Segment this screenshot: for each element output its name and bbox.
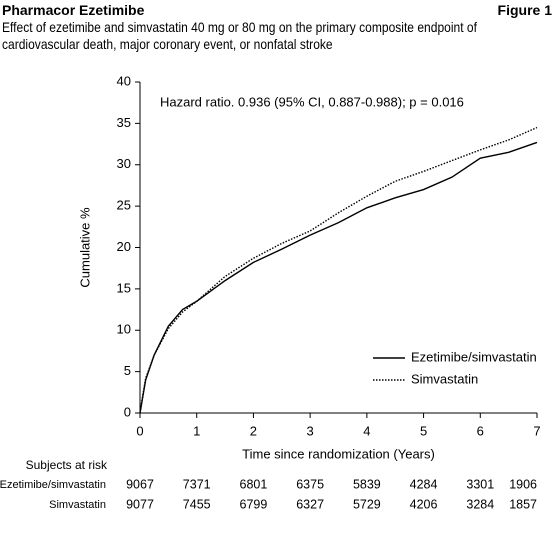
figure-label: Figure 1 [497,2,552,18]
legend-label: Ezetimibe/simvastatin [411,349,537,364]
risk-value: 7371 [183,477,211,491]
risk-value: 9067 [126,477,154,491]
series-line [139,141,538,414]
risk-row-label: Simvastatin [49,499,106,511]
y-tick-label: 20 [117,239,131,254]
risk-value: 3284 [466,497,494,511]
risk-row-label: Ezetimibe/simvastatin [0,479,106,491]
risk-value: 4206 [410,497,438,511]
x-tick-label: 1 [193,423,200,438]
x-tick-label: 6 [477,423,484,438]
series-line [139,126,538,414]
header-title: Pharmacor Ezetimibe [2,2,145,18]
risk-value: 6799 [240,497,268,511]
risk-value: 6375 [296,477,324,491]
y-tick-label: 40 [117,73,131,88]
y-tick-label: 10 [117,322,131,337]
risk-value: 6801 [240,477,268,491]
risk-table-title: Subjects at risk [26,458,108,472]
y-tick-label: 15 [117,280,131,295]
y-tick-label: 25 [117,198,131,213]
risk-value: 9077 [126,497,154,511]
y-tick-label: 5 [124,363,131,378]
x-tick-label: 2 [250,423,257,438]
risk-value: 3301 [466,477,494,491]
x-axis-label: Time since randomization (Years) [242,446,435,461]
y-axis-label: Cumulative % [77,207,92,288]
x-tick-label: 0 [136,423,143,438]
x-tick-label: 4 [363,423,370,438]
legend-label: Simvastatin [411,371,478,386]
y-tick-label: 0 [124,404,131,419]
chart-title: Effect of ezetimibe and simvastatin 40 m… [2,19,477,52]
risk-value: 1857 [509,497,537,511]
risk-value: 4284 [410,477,438,491]
x-tick-label: 5 [420,423,427,438]
risk-value: 5729 [353,497,381,511]
annotation: Hazard ratio. 0.936 (95% CI, 0.887-0.988… [160,94,464,109]
risk-value: 7455 [183,497,211,511]
x-tick-label: 7 [533,423,540,438]
risk-value: 6327 [296,497,324,511]
x-tick-label: 3 [307,423,314,438]
risk-value: 5839 [353,477,381,491]
risk-value: 1906 [509,477,537,491]
y-tick-label: 35 [117,115,131,130]
y-tick-label: 30 [117,156,131,171]
